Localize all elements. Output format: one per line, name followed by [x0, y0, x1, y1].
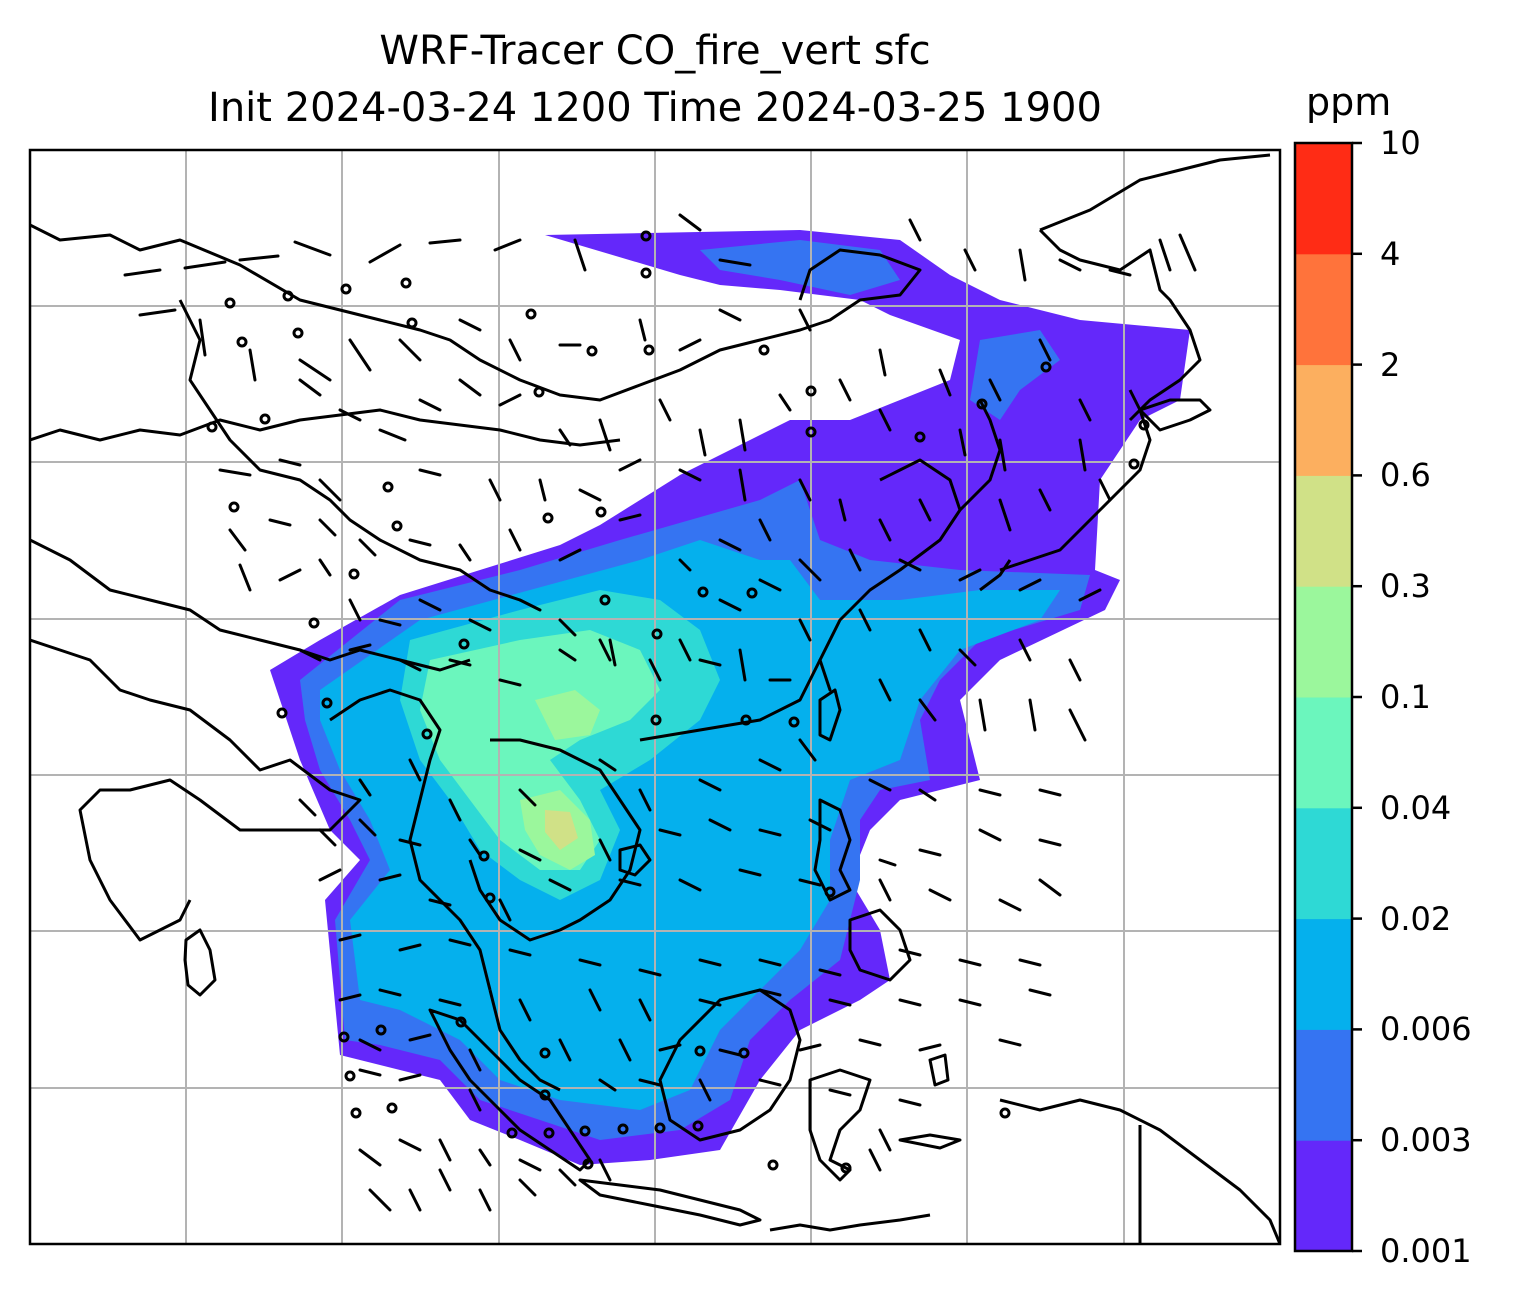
- map-gridlines: [30, 150, 1280, 1244]
- colorbar-tick-label: 0.6: [1380, 456, 1431, 495]
- colorbar-band-0.04: [1295, 697, 1352, 809]
- malay-peninsula: [488, 989, 561, 1092]
- colorbar-tick-label: 10: [1380, 124, 1421, 162]
- colorbar: [1293, 141, 1362, 1253]
- tracer-band-0.003: [970, 330, 1060, 420]
- bangladesh-myanmar: [329, 688, 492, 991]
- mongolia-china-border: [30, 223, 922, 402]
- colorbar-band-0.3: [1295, 475, 1352, 587]
- russia-coast: [1039, 153, 1271, 232]
- colorbar-band-4: [1295, 143, 1352, 255]
- map-frame: [28, 148, 1282, 1246]
- philippines-mindanao: [848, 908, 912, 982]
- calm-wind-markers: [206, 230, 1150, 1174]
- colorbar-band-0.001: [1295, 1140, 1352, 1252]
- east-timor: [898, 1133, 962, 1150]
- colorbar-band-0.02: [1295, 807, 1352, 920]
- map-title-line2: Init 2024-03-24 1200 Time 2024-03-25 190…: [208, 85, 1102, 131]
- colorbar-band-0.003: [1295, 1029, 1352, 1141]
- china-west-border: [178, 299, 521, 602]
- japan-kyushu: [979, 559, 1012, 592]
- russia-far-east: [1038, 228, 1202, 422]
- hainan: [618, 843, 652, 877]
- new-guinea: [999, 1098, 1280, 1244]
- korea: [958, 399, 1002, 512]
- colorbar-band-2: [1295, 253, 1352, 366]
- colorbar-tick-label: 0.02: [1380, 899, 1452, 938]
- colorbar-tick-label: 0.04: [1380, 788, 1452, 827]
- tracer-band-0.04: [420, 630, 660, 870]
- hokkaido: [1138, 398, 1212, 432]
- sri-lanka: [183, 928, 217, 997]
- taiwan: [818, 688, 842, 742]
- colorbar-unit-label: ppm: [1306, 80, 1392, 124]
- java: [578, 1178, 762, 1227]
- colorbar-tick-label: 0.003: [1380, 1121, 1472, 1160]
- wind-barbs: [123, 213, 1197, 1212]
- colorbar-tick-label: 4: [1380, 234, 1401, 273]
- colorbar-tick-label: 2: [1380, 345, 1401, 384]
- map-title-line1: WRF-Tracer CO_fire_vert sfc: [379, 28, 931, 74]
- colorbar-tick-label: 0.3: [1380, 567, 1431, 606]
- central-asia-border: [30, 408, 621, 447]
- borneo: [658, 988, 802, 1142]
- maluku: [928, 1053, 950, 1087]
- tracer-band-0.1: [535, 690, 600, 740]
- colorbar-tick-label: 0.006: [1380, 1010, 1472, 1049]
- tracer-band-0.3: [545, 810, 578, 850]
- indochina-coast: [468, 738, 642, 942]
- philippines-luzon: [813, 798, 852, 902]
- india-coast: [30, 638, 362, 942]
- colorbar-tick-label: 0.001: [1380, 1232, 1472, 1270]
- tracer-band-0.003: [700, 240, 900, 295]
- sulawesi: [808, 1068, 872, 1182]
- colorbar-band-0.1: [1295, 586, 1352, 698]
- coastlines: [30, 153, 1280, 1244]
- colorbar-band-0.006: [1295, 918, 1352, 1030]
- colorbar-tick-label: 0.1: [1380, 678, 1431, 716]
- lesser-sundas: [769, 1213, 931, 1232]
- colorbar-band-0.6: [1295, 364, 1352, 476]
- china-east-coast: [639, 458, 962, 742]
